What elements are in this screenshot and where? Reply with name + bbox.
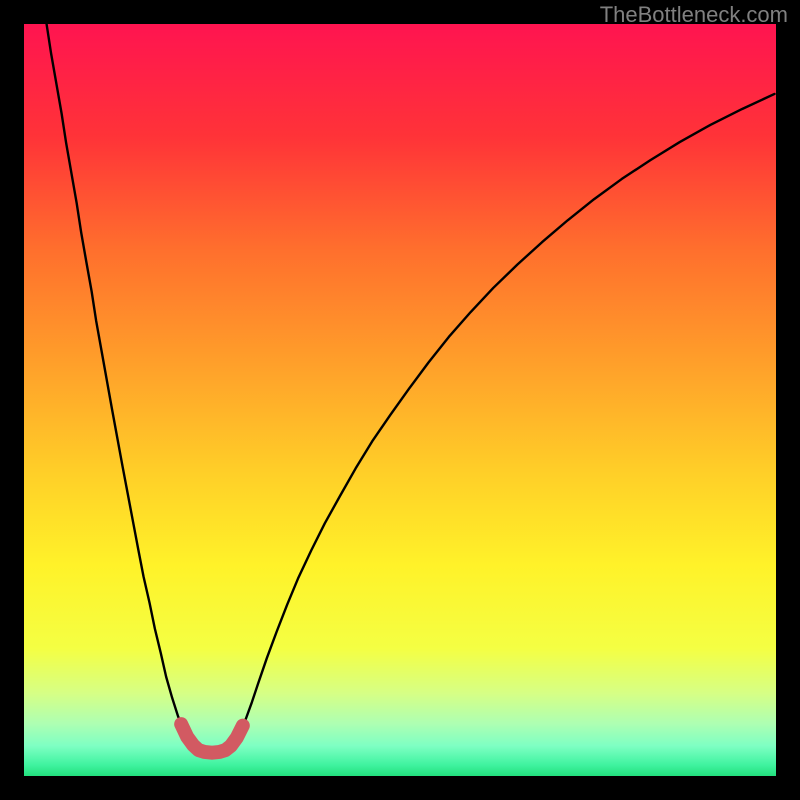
watermark-text: TheBottleneck.com bbox=[600, 2, 788, 28]
plot-svg bbox=[24, 24, 776, 776]
plot-area bbox=[24, 24, 776, 776]
chart-frame: TheBottleneck.com bbox=[0, 0, 800, 800]
